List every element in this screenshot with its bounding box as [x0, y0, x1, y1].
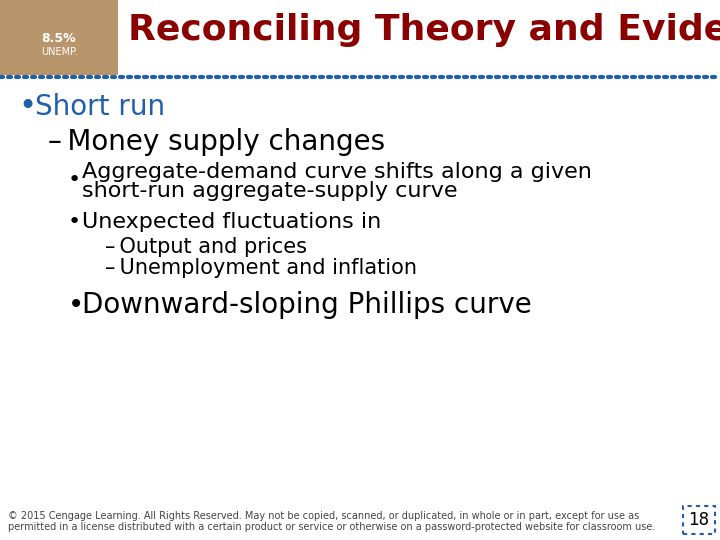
Text: © 2015 Cengage Learning. All Rights Reserved. May not be copied, scanned, or dup: © 2015 Cengage Learning. All Rights Rese… — [8, 511, 639, 521]
FancyBboxPatch shape — [683, 506, 715, 534]
Text: Aggregate-demand curve shifts along a given: Aggregate-demand curve shifts along a gi… — [82, 162, 592, 182]
Text: short-run aggregate-supply curve: short-run aggregate-supply curve — [82, 181, 457, 201]
Bar — [0, 0, 118, 75]
Text: Unexpected fluctuations in: Unexpected fluctuations in — [82, 212, 382, 232]
Text: 8.5%: 8.5% — [42, 31, 76, 44]
Text: – Unemployment and inflation: – Unemployment and inflation — [105, 258, 417, 278]
Text: •: • — [68, 291, 84, 319]
Text: permitted in a license distributed with a certain product or service or otherwis: permitted in a license distributed with … — [8, 522, 655, 532]
Text: Reconciling Theory and Evidence: Reconciling Theory and Evidence — [128, 13, 720, 47]
Text: •: • — [18, 92, 36, 122]
Text: – Money supply changes: – Money supply changes — [48, 128, 385, 156]
Text: UNEMP.: UNEMP. — [41, 47, 77, 57]
Text: 18: 18 — [688, 511, 710, 529]
Text: Downward-sloping Phillips curve: Downward-sloping Phillips curve — [82, 291, 532, 319]
Text: Short run: Short run — [35, 93, 165, 121]
Text: •: • — [68, 212, 81, 232]
Text: – Output and prices: – Output and prices — [105, 237, 307, 257]
Text: •: • — [68, 170, 81, 190]
